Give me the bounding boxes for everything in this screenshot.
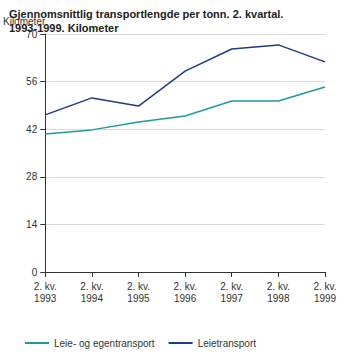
svg-text:2. kv.: 2. kv. — [127, 281, 150, 292]
svg-text:0: 0 — [32, 267, 38, 278]
svg-text:2. kv.: 2. kv. — [267, 281, 290, 292]
svg-text:70: 70 — [26, 28, 38, 40]
svg-text:1994: 1994 — [81, 293, 104, 304]
svg-text:28: 28 — [26, 171, 38, 182]
svg-text:42: 42 — [26, 124, 38, 135]
svg-text:2. kv.: 2. kv. — [174, 281, 197, 292]
svg-text:2. kv.: 2. kv. — [220, 281, 243, 292]
svg-text:1996: 1996 — [174, 293, 197, 304]
svg-text:Gjennomsnittlig transportlengd: Gjennomsnittlig transportlengde per tonn… — [9, 8, 283, 20]
svg-text:1998: 1998 — [267, 293, 290, 304]
svg-text:1999: 1999 — [314, 293, 337, 304]
svg-text:Leie- og egentransport: Leie- og egentransport — [54, 338, 155, 349]
svg-text:2. kv.: 2. kv. — [313, 281, 336, 292]
svg-text:1995: 1995 — [127, 293, 150, 304]
svg-text:56: 56 — [26, 76, 38, 87]
svg-text:2. kv.: 2. kv. — [34, 281, 57, 292]
svg-text:1993-1999. Kilometer: 1993-1999. Kilometer — [9, 22, 119, 34]
svg-text:1993: 1993 — [34, 293, 57, 304]
svg-text:Leietransport: Leietransport — [198, 338, 257, 349]
svg-text:1997: 1997 — [221, 293, 244, 304]
svg-text:2. kv.: 2. kv. — [80, 281, 103, 292]
svg-text:14: 14 — [26, 219, 38, 230]
